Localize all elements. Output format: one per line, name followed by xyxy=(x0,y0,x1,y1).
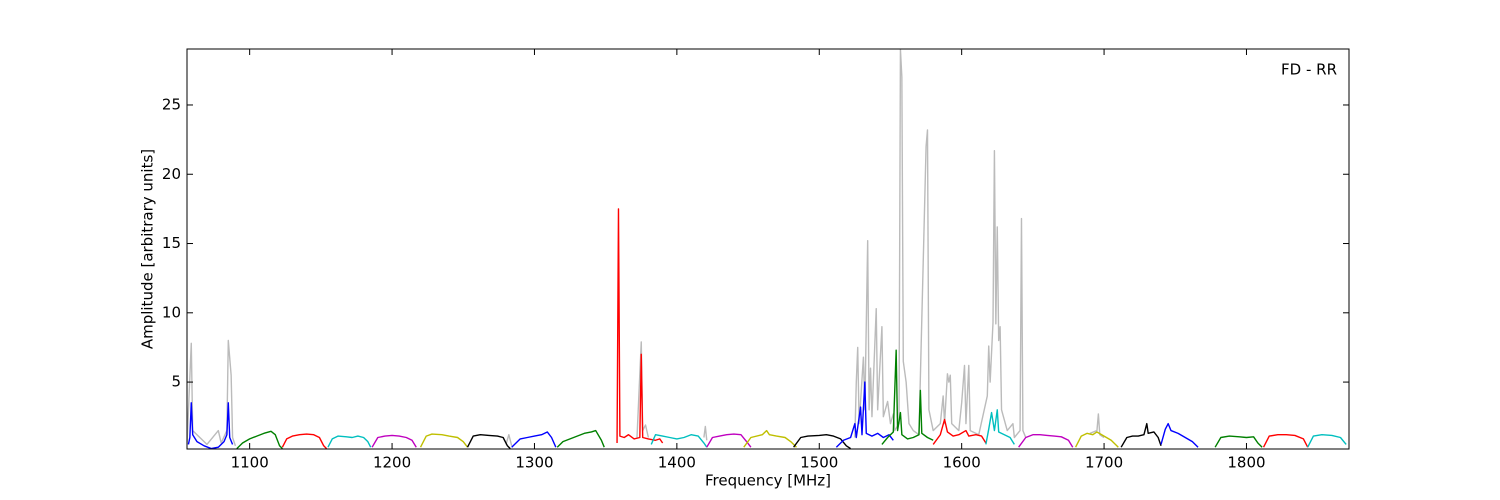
line-series xyxy=(1120,422,1162,448)
x-tick-label: 1800 xyxy=(1227,454,1265,472)
line-series xyxy=(703,425,708,441)
line-series xyxy=(932,418,987,445)
line-series xyxy=(1214,435,1263,448)
annotation: FD - RR xyxy=(1281,61,1337,79)
plot-area xyxy=(187,49,1347,449)
y-tick-label: 15 xyxy=(162,234,181,252)
line-series xyxy=(419,433,469,448)
x-tick-label: 1700 xyxy=(1085,454,1123,472)
line-series xyxy=(556,429,605,448)
line-series xyxy=(371,434,417,448)
line-series xyxy=(854,49,1027,439)
line-series xyxy=(650,434,708,448)
line-series xyxy=(1307,434,1347,448)
y-tick-label: 25 xyxy=(162,95,181,113)
line-series xyxy=(1262,434,1309,448)
axes-frame xyxy=(186,48,1350,450)
line-series xyxy=(985,409,1015,445)
x-tick-label: 1500 xyxy=(800,454,838,472)
line-series xyxy=(881,349,934,445)
y-tick-label: 10 xyxy=(162,303,181,321)
line-series xyxy=(1074,431,1119,448)
x-tick-label: 1200 xyxy=(373,454,411,472)
line-series xyxy=(743,429,797,448)
line-series xyxy=(236,430,283,449)
line-series xyxy=(1018,434,1074,448)
line-series xyxy=(511,431,557,448)
line-series xyxy=(187,339,237,447)
line-series xyxy=(793,434,851,449)
line-series xyxy=(835,381,894,448)
line-series xyxy=(1160,422,1199,448)
x-tick-label: 1300 xyxy=(515,454,553,472)
line-series xyxy=(505,434,513,446)
x-tick-label: 1600 xyxy=(943,454,981,472)
y-axis-label: Amplitude [arbitrary units] xyxy=(139,149,157,349)
x-axis-label: Frequency [MHz] xyxy=(705,472,831,490)
line-series xyxy=(281,433,328,449)
y-tick-label: 5 xyxy=(171,373,181,391)
line-series xyxy=(466,434,511,449)
line-series xyxy=(706,433,752,448)
line-series xyxy=(1089,413,1105,439)
y-tick-label: 20 xyxy=(162,165,181,183)
line-series xyxy=(327,435,372,448)
line-series xyxy=(616,208,664,444)
x-tick-label: 1100 xyxy=(231,454,269,472)
x-tick-label: 1400 xyxy=(658,454,696,472)
